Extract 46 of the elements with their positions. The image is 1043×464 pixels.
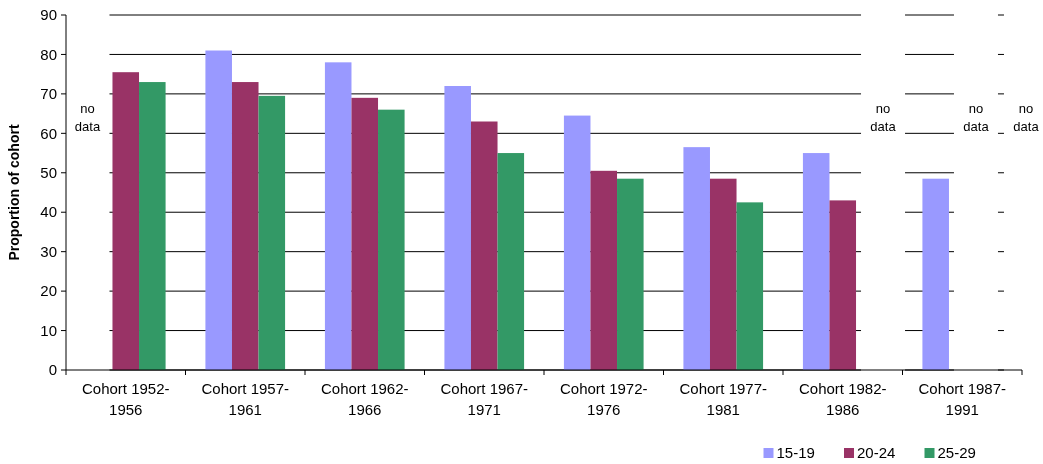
y-tick-label: 0 [48,361,57,379]
annotation: no data [870,100,897,134]
legend-label: 20-24 [857,444,896,462]
bar [802,153,830,370]
bar [709,178,737,370]
y-tick-label: 50 [40,164,57,182]
bar [470,121,498,370]
bar [590,170,618,370]
annotation: no data [74,100,101,134]
bar [139,82,166,370]
y-tick-label: 80 [40,45,57,63]
y-tick-label: 20 [40,282,57,300]
bar [351,97,379,370]
x-tick-label: Cohort 1967-1971 [440,380,529,418]
x-tick-label: Cohort 1957-1961 [201,380,290,418]
bar [922,178,949,370]
y-tick-label: 10 [40,321,57,339]
bar [258,95,286,370]
x-tick-label: Cohort 1952-1956 [81,380,170,418]
bar [205,50,232,370]
bar [563,115,591,370]
bar [324,62,352,370]
y-tick-label: 40 [40,203,57,221]
x-tick-label: Cohort 1962-1966 [320,380,409,418]
bar [112,72,140,370]
bar [378,109,405,370]
annotation: no data [1013,100,1040,134]
legend-label: 15-19 [776,444,815,462]
y-axis-title: Proportion of cohort [6,124,22,261]
bar [231,82,259,370]
y-tick-label: 60 [40,124,57,142]
bar [683,147,710,370]
bar [617,178,644,370]
x-tick-label: Cohort 1982-1986 [798,380,887,418]
y-tick-label: 90 [40,6,57,24]
x-tick-label: Cohort 1972-1976 [559,380,648,418]
y-tick-label: 70 [40,85,57,103]
bar [736,202,764,370]
bar [497,153,525,370]
bar [829,200,857,370]
x-tick-label: Cohort 1987-1991 [918,380,1007,418]
bar [444,86,471,370]
y-tick-label: 30 [40,242,57,260]
x-tick-label: Cohort 1977-1981 [679,380,768,418]
annotation: no data [963,100,990,134]
legend-label: 25-29 [937,444,976,462]
